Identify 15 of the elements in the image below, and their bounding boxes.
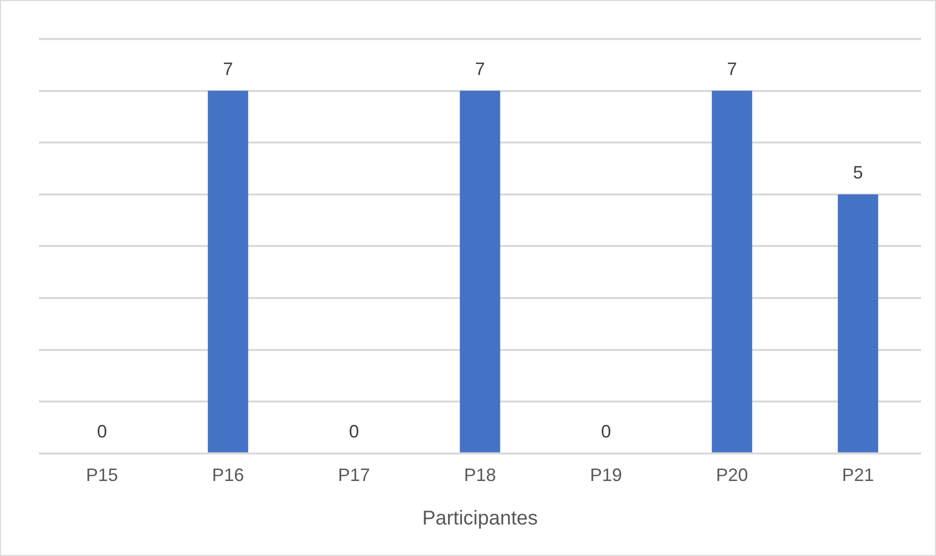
x-tick-label: P16 bbox=[212, 465, 244, 486]
x-tick-label: P17 bbox=[338, 465, 370, 486]
x-tick-label: P21 bbox=[842, 465, 874, 486]
data-label: 7 bbox=[726, 58, 738, 79]
data-label: 7 bbox=[474, 58, 486, 79]
x-tick-label: P19 bbox=[590, 465, 622, 486]
data-label: 0 bbox=[348, 421, 360, 442]
data-label: 0 bbox=[96, 421, 108, 442]
x-tick-label: P15 bbox=[86, 465, 118, 486]
x-tick-label: P18 bbox=[464, 465, 496, 486]
data-label: 0 bbox=[600, 421, 612, 442]
x-tick-label: P20 bbox=[716, 465, 748, 486]
data-label: 5 bbox=[852, 162, 864, 182]
data-label: 7 bbox=[222, 58, 234, 79]
x-axis-title: Participantes bbox=[422, 508, 538, 530]
